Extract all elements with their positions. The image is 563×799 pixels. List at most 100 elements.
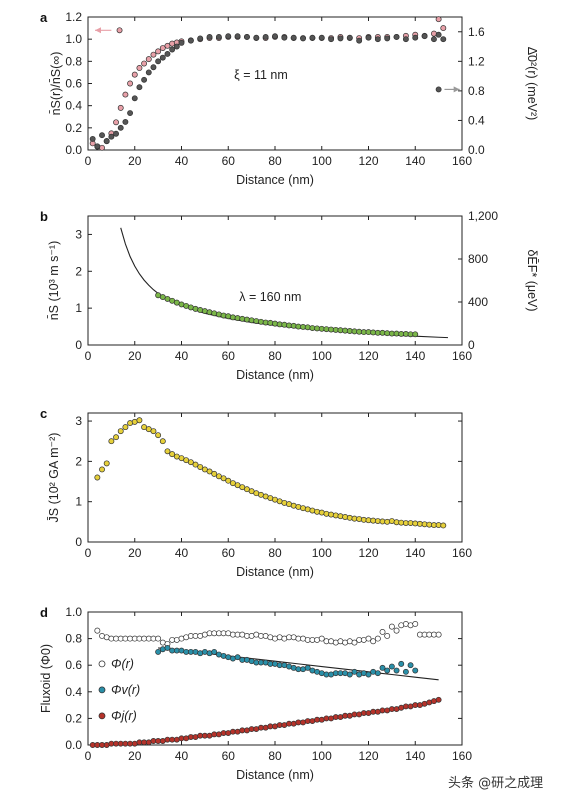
data-point-a-s0 — [117, 104, 124, 111]
y-tick-label: 0.2 — [65, 711, 82, 725]
annotation-text: λ = 160 nm — [239, 290, 301, 304]
data-point-a-s1 — [309, 34, 316, 41]
data-point-a-s0 — [435, 16, 442, 23]
data-point-d-s1 — [351, 668, 358, 675]
y-tick-label: 0.6 — [65, 77, 82, 91]
y-tick-label: 1.0 — [65, 605, 82, 619]
left-arrow-head — [95, 27, 102, 34]
x-tick-label: 160 — [452, 349, 472, 363]
data-point-a-s0 — [131, 71, 138, 78]
x-tick-label: 20 — [128, 749, 142, 763]
data-point-a-s1 — [402, 36, 409, 43]
data-point-a-s1 — [384, 35, 391, 42]
y-tick-label: 0.8 — [65, 54, 82, 68]
y-tick-label: 0.4 — [65, 99, 82, 113]
y2-tick-label: 1.2 — [468, 54, 485, 68]
data-point-a-s1 — [113, 130, 120, 137]
x-tick-label: 0 — [85, 546, 92, 560]
left-axis-marker — [116, 27, 123, 34]
right-arrow-head — [453, 86, 460, 93]
x-tick-label: 60 — [222, 154, 236, 168]
data-point-d-s0 — [374, 635, 381, 642]
data-point-c-s0 — [384, 518, 391, 525]
legend-marker — [98, 660, 106, 668]
x-tick-label: 20 — [128, 349, 142, 363]
data-point-a-s1 — [262, 34, 269, 40]
data-point-d-s1 — [398, 660, 405, 667]
data-point-d-s0 — [365, 635, 372, 642]
x-tick-label: 40 — [175, 749, 189, 763]
data-point-c-s0 — [197, 464, 204, 470]
y-tick-label: 1.2 — [65, 10, 82, 24]
data-point-d-s1 — [384, 667, 391, 674]
data-point-c-s0 — [113, 434, 120, 441]
y-axis-label: J̄S (10² GA m⁻²) — [47, 433, 61, 523]
x-axis-label: Distance (nm) — [236, 565, 314, 579]
y-tick-label: 1.0 — [65, 32, 82, 46]
data-point-a-s1 — [435, 31, 442, 38]
data-point-d-s0 — [370, 638, 377, 645]
x-tick-label: 80 — [268, 154, 282, 168]
data-point-a-s1 — [187, 37, 194, 44]
x-tick-label: 140 — [405, 154, 425, 168]
data-point-c-s0 — [314, 508, 321, 515]
y2-axis-label: δĒF* (μeV) — [525, 249, 539, 311]
data-point-a-s1 — [253, 34, 260, 41]
y2-tick-label: 1,200 — [468, 209, 498, 223]
data-point-a-s1 — [103, 138, 110, 145]
data-point-a-s1 — [197, 35, 204, 42]
data-point-c-s0 — [192, 461, 199, 468]
data-point-a-s1 — [215, 34, 222, 40]
data-point-c-s0 — [440, 522, 447, 529]
data-point-a-s1 — [300, 35, 306, 42]
data-point-c-s0 — [108, 438, 115, 445]
y2-tick-label: 800 — [468, 252, 488, 266]
data-point-d-s0 — [379, 629, 386, 635]
data-point-a-s1 — [127, 110, 134, 117]
data-point-a-s1 — [159, 54, 166, 61]
data-point-a-s1 — [173, 43, 180, 50]
data-point-d-s0 — [435, 631, 442, 638]
legend-marker — [98, 712, 106, 720]
data-point-a-s0 — [113, 119, 120, 126]
right-axis-marker — [435, 86, 442, 93]
data-point-a-s1 — [243, 34, 250, 40]
panel-letter: c — [40, 406, 47, 421]
legend-marker — [98, 686, 106, 694]
y-tick-label: 0.0 — [65, 143, 82, 157]
panel-letter: d — [40, 605, 48, 620]
data-point-d-s0 — [351, 639, 358, 646]
x-tick-label: 0 — [85, 154, 92, 168]
data-point-c-s0 — [323, 510, 330, 517]
data-point-a-s1 — [421, 33, 428, 40]
data-point-d-s1 — [374, 670, 381, 677]
data-point-d-s0 — [393, 627, 400, 634]
x-tick-label: 160 — [452, 749, 472, 763]
data-point-b-s0 — [412, 331, 419, 338]
data-point-d-s0 — [94, 627, 101, 634]
data-point-a-s0 — [141, 60, 148, 67]
x-axis-label: Distance (nm) — [236, 368, 314, 382]
x-tick-label: 140 — [405, 349, 425, 363]
data-point-c-s0 — [122, 424, 129, 431]
data-point-c-s0 — [220, 475, 227, 482]
y2-tick-label: 0.0 — [468, 143, 485, 157]
data-point-a-s0 — [150, 51, 157, 58]
data-point-a-s1 — [108, 133, 115, 140]
data-point-c-s0 — [211, 470, 218, 477]
data-point-c-s0 — [337, 513, 344, 520]
data-point-a-s1 — [290, 34, 297, 41]
data-point-a-s1 — [99, 132, 105, 139]
x-tick-label: 100 — [312, 349, 332, 363]
data-point-d-s1 — [211, 648, 218, 655]
data-point-c-s0 — [136, 417, 143, 424]
data-point-a-s0 — [127, 80, 134, 87]
data-point-a-s1 — [318, 34, 325, 41]
x-tick-label: 60 — [222, 749, 236, 763]
data-point-d-s1 — [155, 648, 162, 655]
x-tick-label: 40 — [175, 349, 189, 363]
x-axis-label: Distance (nm) — [236, 768, 314, 782]
x-tick-label: 160 — [452, 546, 472, 560]
panel-c: c 0 20 40 60 80 100 120 140 160 Distance (nm) 0 1 2 3J… — [40, 406, 472, 579]
x-tick-label: 140 — [405, 546, 425, 560]
